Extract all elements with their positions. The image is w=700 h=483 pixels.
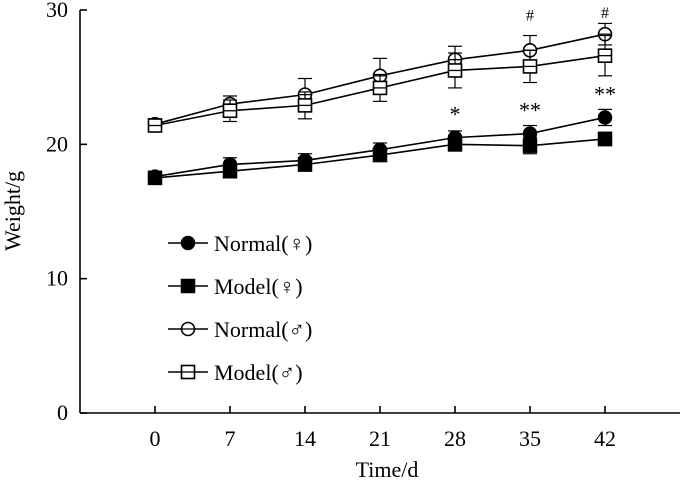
data-point xyxy=(597,110,613,125)
legend-marker xyxy=(180,321,196,337)
series-4 xyxy=(147,34,613,133)
y-tick-label: 0 xyxy=(57,400,68,425)
significance-mark: * xyxy=(450,101,461,126)
x-tick-label: 42 xyxy=(594,426,616,451)
x-axis-title: Time/d xyxy=(356,457,419,482)
data-point xyxy=(447,63,463,78)
data-point xyxy=(597,131,613,147)
legend-label: Model(♀) xyxy=(214,274,303,299)
y-tick-label: 20 xyxy=(46,131,68,156)
data-point xyxy=(372,147,388,163)
y-axis-title: Weight/g xyxy=(0,171,25,251)
data-point xyxy=(522,59,538,74)
legend-item: Model(♂) xyxy=(168,360,303,385)
data-point xyxy=(597,48,613,63)
significance-mark: ** xyxy=(519,97,541,122)
data-point xyxy=(147,118,163,133)
data-point xyxy=(297,157,313,172)
significance-mark: # xyxy=(601,5,609,22)
legend: Normal(♀) Model(♀) Normal(♂) Model(♂) xyxy=(168,231,312,385)
x-tick-label: 21 xyxy=(369,426,391,451)
data-point xyxy=(147,170,163,186)
legend-label: Normal(♀) xyxy=(214,231,312,256)
series-2 xyxy=(147,131,613,186)
x-tick-label: 35 xyxy=(519,426,541,451)
data-point xyxy=(222,163,238,179)
data-point xyxy=(297,98,313,113)
legend-label: Normal(♂) xyxy=(214,317,312,342)
x-tick-label: 7 xyxy=(225,426,236,451)
legend-marker xyxy=(180,278,196,294)
x-tick-label: 14 xyxy=(294,426,316,451)
y-tick-label: 10 xyxy=(46,266,68,291)
legend-item: Normal(♂) xyxy=(168,317,312,342)
series-layer xyxy=(147,22,613,186)
legend-item: Normal(♀) xyxy=(168,231,312,256)
significance-mark: ** xyxy=(594,81,616,106)
legend-marker xyxy=(180,235,196,251)
data-point xyxy=(222,103,238,119)
annotations-layer: * ****# # xyxy=(450,5,617,126)
y-tick-label: 30 xyxy=(46,0,68,22)
x-tick-label: 28 xyxy=(444,426,466,451)
x-tick-label: 0 xyxy=(150,426,161,451)
legend-marker xyxy=(180,364,196,380)
legend-label: Model(♂) xyxy=(214,360,303,385)
axes: 0 10 20 30 0 7 14 21 28 35 42 xyxy=(46,0,680,451)
data-point xyxy=(447,137,463,152)
legend-item: Model(♀) xyxy=(168,274,303,299)
significance-mark: # xyxy=(526,8,534,25)
data-point xyxy=(372,80,388,96)
data-point xyxy=(522,138,538,153)
